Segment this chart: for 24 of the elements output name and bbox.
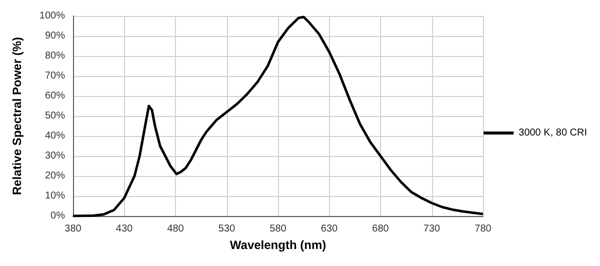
y-tick-label: 60% [44, 90, 66, 102]
x-tick-label: 680 [372, 224, 390, 234]
y-tick-label: 20% [44, 170, 66, 182]
y-tick-label: 30% [44, 150, 66, 162]
x-tick-label: 730 [423, 224, 441, 234]
y-tick-label: 100% [39, 10, 66, 22]
y-tick-label: 70% [44, 70, 66, 82]
x-tick-label: 780 [474, 224, 492, 234]
x-tick-label: 380 [64, 224, 82, 234]
x-tick-label: 480 [167, 224, 184, 234]
y-tick-label: 80% [44, 50, 66, 62]
line-series [72, 16, 484, 218]
legend-label: 3000 K, 80 CRI [518, 128, 587, 138]
x-tick-label: 580 [270, 224, 287, 234]
y-tick-label: 0% [50, 210, 66, 222]
y-tick-label: 50% [44, 110, 66, 122]
y-tick-label: 10% [44, 190, 66, 202]
y-axis-title: Relative Spectral Power (%) [10, 36, 24, 196]
y-tick-label: 40% [44, 130, 66, 142]
x-axis-title: Wavelength (nm) [230, 238, 326, 252]
x-tick-label: 630 [320, 224, 338, 234]
x-tick-label: 430 [116, 224, 134, 234]
x-tick-label: 530 [218, 224, 236, 234]
y-tick-label: 90% [44, 30, 66, 42]
